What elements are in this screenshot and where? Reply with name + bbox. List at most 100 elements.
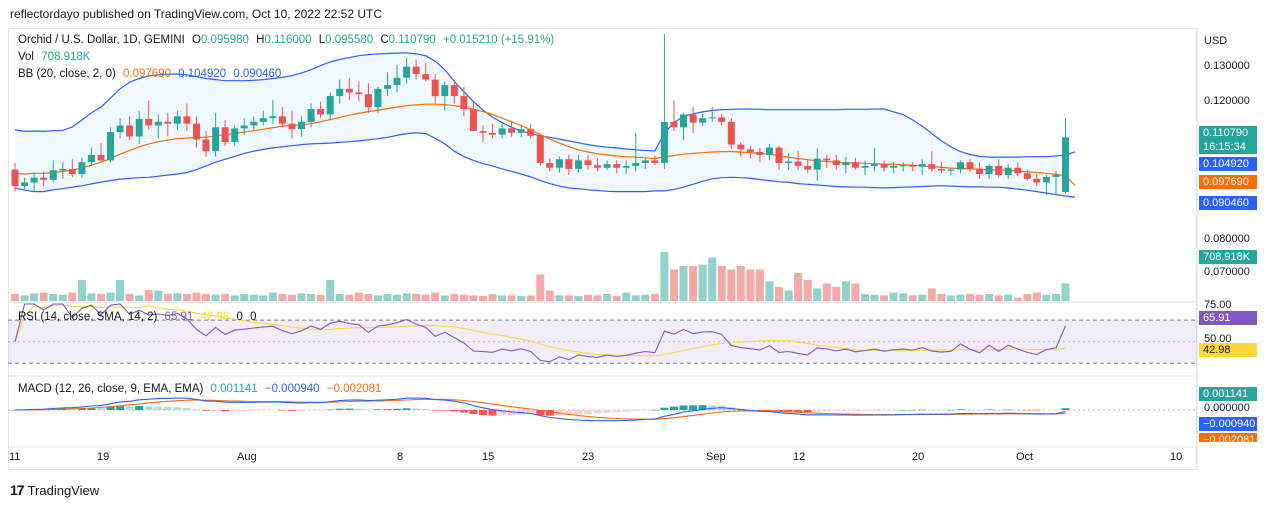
volume-bar — [383, 294, 392, 301]
bb-basis-tag: 0.097690 — [1199, 175, 1257, 189]
macd-histogram-bar — [870, 410, 879, 411]
candle-body — [183, 116, 191, 124]
candle-body — [364, 94, 372, 108]
volume-bar — [297, 293, 306, 301]
volume-bar — [851, 283, 860, 301]
countdown-tag: 16:15:34 — [1199, 140, 1257, 154]
rsi-tick: 75.00 — [1204, 299, 1232, 311]
volume-bar — [937, 294, 946, 301]
candle-body — [1023, 173, 1031, 179]
candle-body — [250, 121, 258, 126]
candle-body — [708, 117, 716, 119]
macd-line-value: −0.000940 — [264, 383, 320, 395]
bb-basis-value: 0.097690 — [123, 68, 171, 80]
macd-histogram-bar — [393, 408, 401, 410]
candle-body — [422, 74, 430, 80]
tradingview-logo-icon[interactable]: 17 — [10, 482, 25, 498]
volume-bar — [841, 281, 850, 301]
volume-bar — [631, 295, 640, 301]
candle-body — [30, 177, 38, 183]
candle-body — [489, 132, 496, 135]
macd-histogram-bar — [87, 408, 96, 410]
candle-body — [403, 66, 411, 78]
macd-histogram-bar — [689, 405, 698, 410]
candle-body — [555, 159, 563, 168]
volume-bar — [335, 294, 344, 301]
candle-body — [450, 85, 458, 97]
volume-bar — [650, 294, 659, 301]
macd-histogram-bar — [412, 408, 421, 410]
candle-body — [851, 162, 859, 168]
macd-histogram-bar — [1042, 410, 1051, 411]
macd-label[interactable]: MACD (12, 26, close, 9, EMA, EMA) — [18, 383, 204, 395]
candle-body — [565, 159, 573, 169]
volume-bar — [564, 295, 573, 301]
candle-body — [918, 164, 926, 167]
volume-bar — [135, 295, 144, 301]
candle-body — [135, 118, 143, 137]
volume-bar — [832, 287, 841, 301]
macd-histogram-bar — [221, 410, 230, 412]
macd-histogram-bar — [383, 409, 392, 410]
rsi-sma-value: 42.98 — [200, 311, 230, 323]
volume-bar — [87, 293, 96, 301]
macd-histogram-bar — [154, 406, 163, 410]
candle-body — [431, 79, 439, 97]
volume-bar — [880, 295, 889, 301]
last-price-tag: 0.110790 — [1199, 126, 1257, 140]
volume-value: 708.918K — [41, 51, 91, 63]
rsi-value: 65.91 — [164, 311, 194, 323]
candle-body — [154, 121, 162, 126]
volume-bar — [307, 294, 316, 301]
candle-body — [336, 88, 344, 97]
candle-body — [680, 114, 687, 128]
candle-body — [842, 162, 850, 166]
bb-label[interactable]: BB (20, close, 2, 0) — [18, 68, 116, 80]
candle-body — [527, 129, 535, 136]
volume-bar — [39, 292, 48, 301]
macd-histogram-bar — [564, 410, 573, 416]
volume-bar — [68, 292, 77, 301]
macd-histogram-bar — [421, 409, 430, 410]
volume-bar — [268, 292, 277, 301]
macd-histogram-bar — [479, 410, 487, 416]
volume-bar — [202, 294, 210, 301]
candle-body — [909, 165, 917, 167]
volume-bar — [125, 294, 134, 301]
volume-bar — [488, 294, 497, 301]
candle-body — [78, 162, 86, 174]
volume-bar — [765, 281, 774, 301]
macd-histogram-bar — [97, 408, 105, 410]
macd-histogram-bar — [784, 410, 793, 412]
time-tick: 20 — [912, 451, 925, 463]
macd-histogram-bar — [173, 407, 182, 410]
time-tick: 23 — [582, 451, 595, 463]
publisher-header: reflectordayo published on TradingView.c… — [10, 7, 382, 21]
brand-label[interactable]: TradingView — [27, 482, 100, 498]
time-tick: 15 — [482, 451, 495, 463]
candle-body — [928, 164, 936, 169]
volume-label[interactable]: Vol — [18, 51, 34, 63]
macd-histogram-bar — [469, 410, 478, 415]
time-tick: 8 — [397, 451, 404, 463]
macd-histogram-bar — [211, 410, 220, 411]
volume-bar — [97, 294, 105, 301]
volume-bar — [927, 288, 936, 301]
volume-bar — [11, 294, 19, 301]
volume-bar — [431, 292, 440, 301]
candle-body — [813, 158, 821, 170]
candle-body — [508, 128, 516, 133]
volume-bar — [975, 294, 984, 301]
volume-bar — [20, 295, 29, 301]
candle-body — [126, 125, 134, 137]
macd-histogram-bar — [373, 409, 382, 410]
bb-lower-line — [14, 132, 1076, 198]
symbol-label[interactable]: Orchid / U.S. Dollar, 1D, GEMINI — [18, 34, 185, 46]
macd-histogram-bar — [660, 407, 669, 410]
time-tick: 19 — [97, 451, 110, 463]
macd-histogram-bar — [918, 409, 927, 411]
volume-bar — [450, 294, 459, 301]
rsi-label[interactable]: RSI (14, close, SMA, 14, 2) — [18, 311, 158, 323]
candle-body — [1042, 176, 1050, 183]
